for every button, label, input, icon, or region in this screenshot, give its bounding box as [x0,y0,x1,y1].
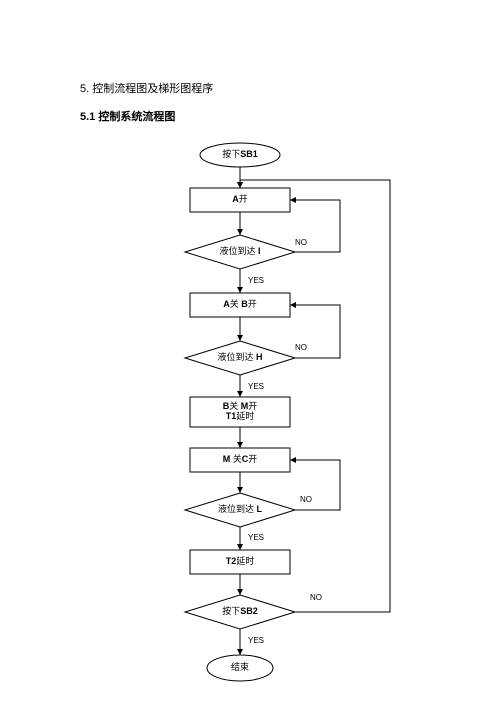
edge-label-d3-p5: YES [248,533,264,542]
node-label-end: 结束 [231,661,249,672]
edge-label-d4-p1: NO [310,593,322,602]
edge-label-d1-p1: NO [295,238,307,247]
node-label-d2: 液位到达 H [217,351,262,362]
node-label-p2: A关 B开 [223,298,257,309]
edge-label-d2-p2: NO [295,343,307,352]
node-label-p4: M 关C开 [223,453,258,464]
node-label-d1: 液位到达 I [219,245,260,256]
flowchart-svg: YES NO YES NO YES NO YES NO 按下SB1 A开液位到达 I A关 B开液位… [140,140,420,700]
flowchart-container: YES NO YES NO YES NO YES NO 按下SB1 A开液位到达 I A关 B开液位… [140,140,420,700]
edge-label-d1-p2: YES [248,276,264,285]
node-label-start: 按下SB1 [222,148,258,159]
node-label-d3: 液位到达 L [218,503,263,514]
node-label-p5: T2延时 [226,555,255,566]
node-label-p3-1: T1延时 [226,410,255,421]
node-label-p3-0: B关 M开 [223,400,258,411]
edge-d3-p4 [290,460,340,510]
edge-label-d3-p4: NO [300,495,312,504]
node-label-p1: A开 [232,194,248,204]
edge-label-d2-p3: YES [248,382,264,391]
subsection-heading: 5.1 控制系统流程图 [80,108,175,124]
node-label-d4: 按下SB2 [222,605,258,616]
section-heading: 5. 控制流程图及梯形图程序 [80,80,213,96]
edge-label-d4-end: YES [248,636,264,645]
